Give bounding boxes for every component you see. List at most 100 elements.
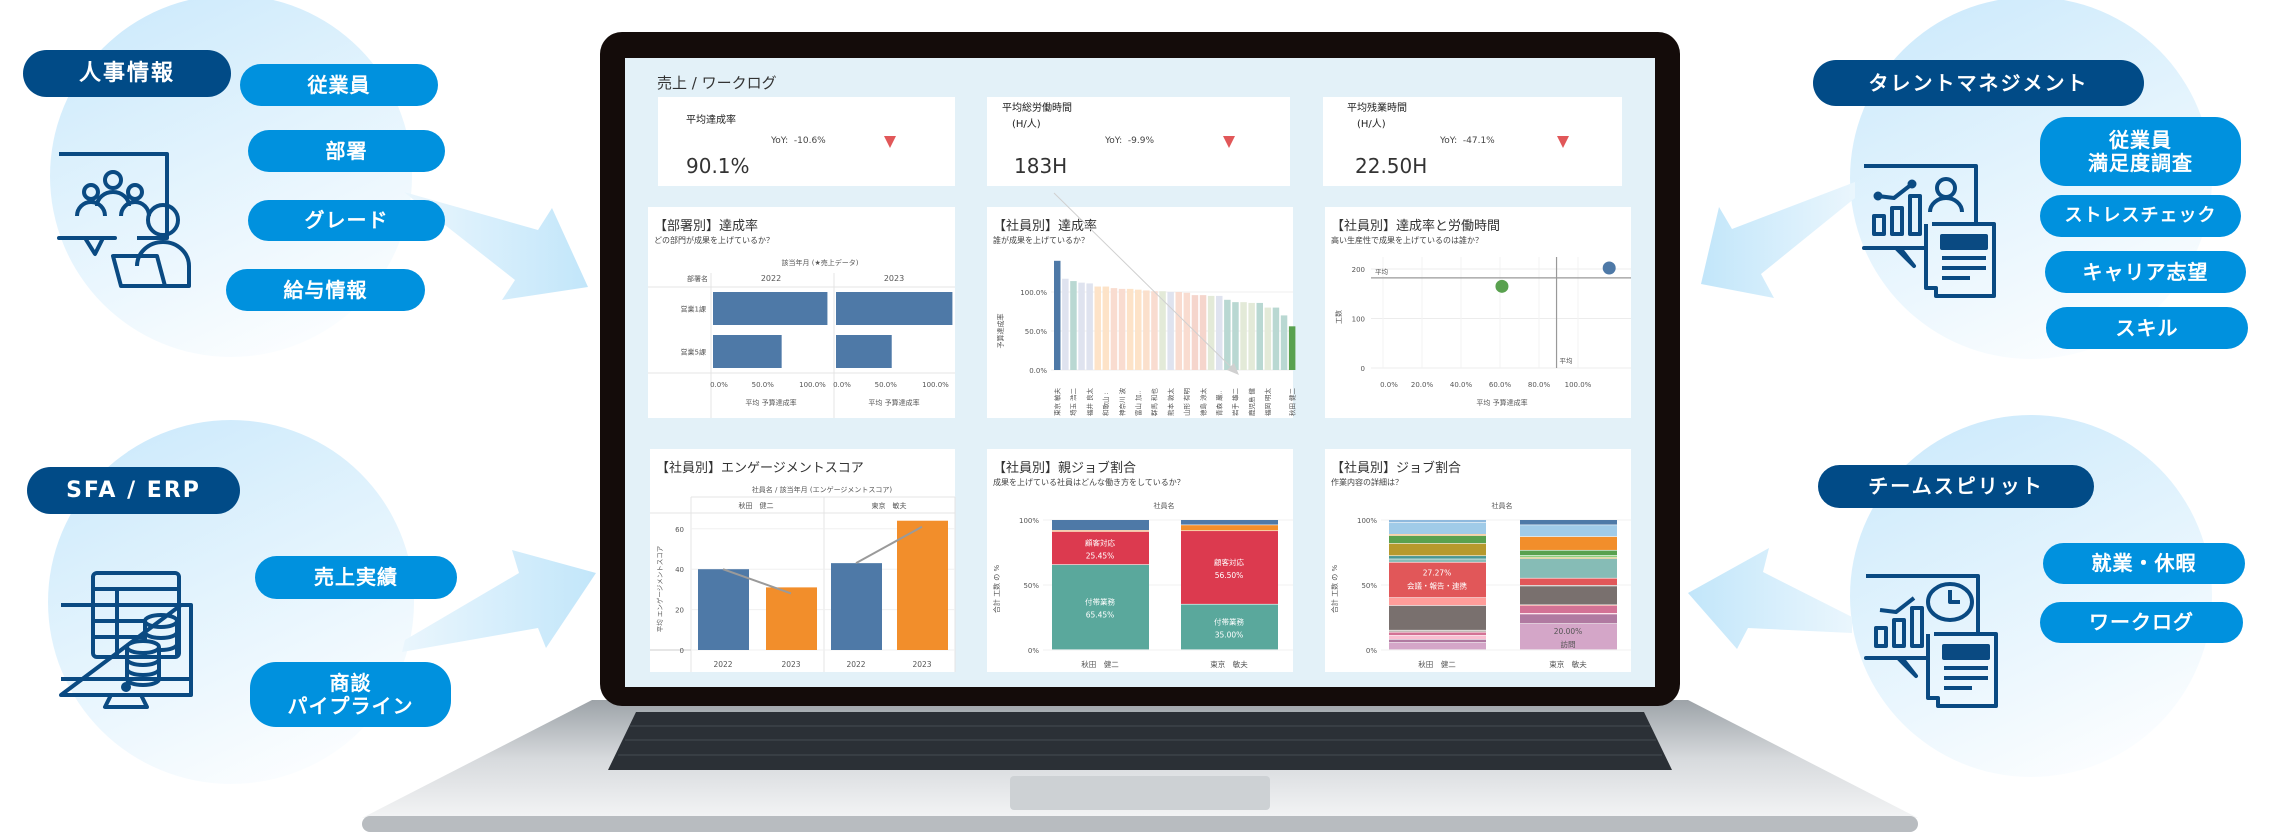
kpi-card-work-hours[interactable]: 平均総労働時間 (H/人) YoY: -9.9% 183H [987,97,1290,186]
x-tick-label: 福岡 明太 [1263,387,1272,416]
touchpad [1010,776,1270,810]
parent-job-ratio-chart: 社員名 0% 50% 100% 合計 工数 の % 付帯業務 65.45% 顧客対応 25.45… [992,501,1293,669]
stack-segment [1520,624,1617,650]
x-tick-label: 50.0% [875,381,898,389]
scatter-point [1602,261,1616,275]
y-tick-label: 0 [680,647,684,655]
x-tick-label: 鹿児島 健 [1247,387,1256,416]
x-tick-label: 埼玉 浩二 [1069,387,1078,416]
bar [831,563,882,650]
stack-segment [1389,639,1486,643]
kpi-value: 183H [1014,154,1068,178]
y-tick-label: 200 [1352,266,1365,274]
down-triangle-icon [1223,136,1235,148]
bar [897,520,948,650]
hr-item-salary[interactable]: 給与情報 [226,269,425,311]
segment-value: 27.27% [1423,568,1452,577]
stack-segment [1389,559,1486,562]
kpi-card-overtime[interactable]: 平均残業時間 (H/人) YoY: -47.1% 22.50H [1323,97,1622,186]
stack-segment [1520,557,1617,559]
achievement-vs-hours-chart: 0 100 200 0.0% 20.0% 40.0% 60.0% 80.0% 100.0% 平均 … [1334,257,1631,407]
x-tick-label: 東京 敏夫 [1210,659,1248,669]
yoy-value: -47.1% [1462,136,1495,146]
y-tick-label: 100.0% [1020,289,1047,297]
y-tick-label: 50% [1023,582,1039,590]
x-tick-label: 0.0% [710,381,728,389]
yoy-value: -9.9% [1127,136,1155,146]
panel-subtitle: 高い生産性で成果を上げているのは誰か？ [1331,236,1483,245]
x-tick-label: 2022 [846,660,865,669]
segment-label: 顧客対応 [1085,537,1115,547]
x-tick-label: 100.0% [799,381,826,389]
x-tick-label: 40.0% [1450,381,1473,389]
bar [1191,295,1199,370]
bar [1280,315,1288,370]
bar [1240,302,1247,370]
x-axis-label: 平均 予算達成率 [1476,398,1527,407]
stack-segment [1520,605,1617,613]
team-item-worklog[interactable]: ワークログ [2040,602,2243,643]
x-tick-label: 群馬 和也 [1150,387,1159,416]
column-label: 2022 [761,274,781,283]
stack-segment [1389,535,1486,544]
stack-segment [1520,578,1617,586]
dashboard-title: 売上 / ワークログ [657,74,777,92]
sfa-item-pipeline[interactable]: 商談 パイプライン [250,662,451,727]
x-tick-label: 和歌山 : [1101,392,1110,416]
x-axis-label: 平均 予算達成率 [745,398,796,407]
y-tick-label: 0 [1361,365,1365,373]
down-triangle-icon [884,136,896,148]
x-tick-label: 山形 有明 [1182,387,1191,416]
team-item-attendance[interactable]: 就業・休暇 [2043,543,2245,584]
y-tick-label: 60 [675,526,684,534]
x-tick-label: 神奈川 波 [1117,387,1126,416]
x-tick-label: 岩手 雄二 [1231,387,1240,416]
stack-segment [1181,525,1278,531]
segment-label: 付帯業務 [1085,596,1115,606]
y-tick-label: 100% [1357,517,1377,525]
stack-segment [1389,598,1486,606]
hr-item-employee[interactable]: 従業員 [240,64,438,106]
x-axis-label: 平均 予算達成率 [868,398,919,407]
panel-title: 【社員別】達成率 [993,219,1098,234]
y-tick-label: 40 [675,566,684,574]
stack-segment [1389,642,1486,650]
hr-item-department[interactable]: 部署 [248,130,445,172]
bar [1175,292,1182,370]
bar [1094,286,1101,370]
bar [1183,292,1191,370]
panel-subtitle: 作業内容の詳細は？ [1331,478,1403,487]
talent-item-skill[interactable]: スキル [2046,307,2248,349]
group-label: 東京 敏夫 [872,501,907,510]
y-tick-label: 0% [1028,647,1039,655]
bar [1078,282,1085,370]
bar [698,569,749,650]
hr-item-grade[interactable]: グレード [248,200,445,241]
job-ratio-panel: 【社員別】ジョブ割合 作業内容の詳細は？ 社員名 0% 50% 100% 合計 工数 の… [1325,449,1631,672]
team-header-pill: チームスピリット [1818,465,2094,508]
x-tick-label: 2022 [713,660,732,669]
parent-job-ratio-panel: 【社員別】親ジョブ割合 成果を上げている社員はどんな働き方をしているか？ 社員名… [987,449,1293,672]
y-axis-label: 合計 工数 の % [1330,564,1339,613]
x-tick-label: 60.0% [1489,381,1512,389]
stack-segment [1520,586,1617,605]
panel-title: 【社員別】達成率と労働時間 [1331,219,1501,234]
y-tick-label: 20 [675,607,684,615]
group-label: 秋田 健二 [739,501,774,510]
panel-subtitle: どの部門が成果を上げているか？ [654,236,774,245]
talent-item-career[interactable]: キャリア志望 [2045,251,2246,293]
engagement-panel: 【社員別】エンゲージメントスコア 社員名 / 該当年月 (エンゲージメントスコア… [650,449,956,672]
column-header: 社員名 [1492,501,1513,510]
kpi-label: 平均総労働時間 (H/人) [1002,103,1072,130]
bar [836,292,953,325]
arrow-sfa-to-laptop [402,550,596,652]
talent-item-stress-check[interactable]: ストレスチェック [2040,195,2241,237]
x-tick-label: 80.0% [1528,381,1551,389]
bar [1062,278,1069,370]
x-tick-label: 2023 [781,660,800,669]
panel-subtitle: 誰が成果を上げているか？ [993,236,1089,245]
sfa-item-sales[interactable]: 売上実績 [255,556,457,599]
kpi-card-achievement[interactable]: 平均達成率 YoY: -10.6% 90.1% [658,97,955,186]
talent-item-satisfaction[interactable]: 従業員 満足度調査 [2040,117,2241,186]
